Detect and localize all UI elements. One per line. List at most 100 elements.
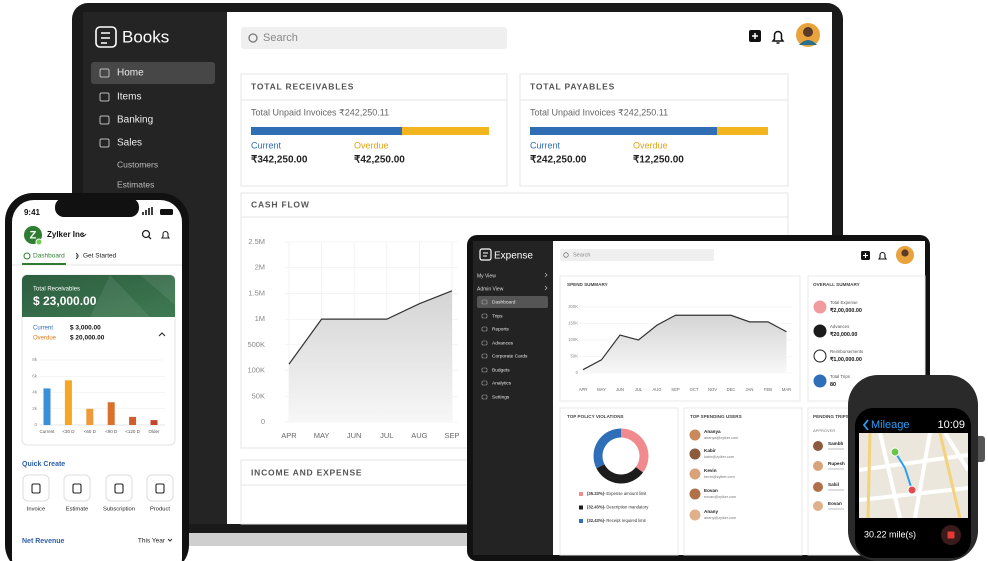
summary-label: Total Expense bbox=[830, 300, 858, 305]
watch-time: 10:09 bbox=[937, 419, 965, 431]
tab[interactable]: Get Started bbox=[83, 253, 117, 260]
org-chevron[interactable] bbox=[81, 233, 87, 237]
view-item[interactable]: Admin View bbox=[477, 286, 504, 292]
approver-avatar bbox=[813, 501, 823, 511]
bar bbox=[150, 420, 158, 425]
x-tick-label: SEP bbox=[444, 431, 459, 440]
quick-icon bbox=[155, 483, 165, 494]
y-tick-label: 1.5M bbox=[248, 288, 265, 297]
bar bbox=[129, 416, 137, 425]
unpaid-total: Total Unpaid Invoices ₹242,250.11 bbox=[530, 107, 668, 117]
tab[interactable]: Dashboard bbox=[33, 253, 65, 260]
user-email: ananya@zylker.com bbox=[704, 436, 738, 440]
collapse-chevron[interactable] bbox=[158, 332, 166, 337]
period-chevron[interactable] bbox=[167, 538, 173, 542]
area-fill bbox=[289, 290, 452, 422]
nav-icon bbox=[481, 367, 488, 373]
summary-value: ₹1,00,000.00 bbox=[830, 357, 862, 363]
nav-item[interactable]: Settings bbox=[492, 394, 510, 400]
y-tick-label: 50K bbox=[252, 391, 265, 400]
expense-logo-mark bbox=[483, 252, 488, 257]
user-name: Ananya bbox=[704, 429, 721, 434]
phone: 9:41 Z Zylker Inc Dashboard Get Started Total… bbox=[5, 193, 189, 561]
approver-name: Sambh bbox=[828, 441, 844, 446]
avatar-body bbox=[799, 40, 817, 45]
x-tick-label: <60 D bbox=[84, 429, 97, 434]
nav-item[interactable]: Banking bbox=[117, 115, 153, 126]
summary-icon bbox=[813, 374, 827, 388]
user-email: anany@zylker.com bbox=[704, 516, 736, 520]
summary-icon bbox=[813, 324, 827, 338]
legend-swatch bbox=[579, 519, 583, 523]
bell-icon[interactable] bbox=[877, 251, 888, 260]
watch: Mileage 10:09 30.22 mile(s) bbox=[848, 375, 985, 561]
nav-item[interactable]: Corporate Cards bbox=[492, 353, 528, 359]
nav-item[interactable]: Estimates bbox=[117, 179, 154, 189]
approver-avatar bbox=[813, 461, 823, 471]
legend-name: Receipt required limit bbox=[606, 518, 646, 523]
nav-item[interactable]: Reports bbox=[492, 326, 509, 332]
nav-item[interactable]: Home bbox=[117, 68, 144, 79]
quick-label[interactable]: Product bbox=[150, 507, 170, 513]
nav-active-bg[interactable] bbox=[91, 62, 215, 84]
search-icon[interactable] bbox=[141, 229, 151, 239]
x-tick-label: DEC bbox=[727, 387, 736, 392]
expense-logo bbox=[479, 248, 492, 261]
x-tick-label: MAY bbox=[314, 431, 330, 440]
search-box[interactable] bbox=[560, 249, 714, 261]
quick-label[interactable]: Invoice bbox=[27, 507, 45, 513]
y-tick-label: 200K bbox=[568, 304, 578, 309]
x-tick-label: AUG bbox=[411, 431, 427, 440]
signal-icon bbox=[142, 207, 153, 215]
tablet-sidebar bbox=[473, 241, 553, 555]
card-title: TOTAL PAYABLES bbox=[530, 81, 615, 91]
card-title: INCOME AND EXPENSE bbox=[251, 467, 362, 477]
section-label: APPROVER bbox=[813, 428, 835, 433]
summary-label: Total Trips bbox=[830, 374, 851, 379]
nav-active-bg[interactable] bbox=[477, 296, 548, 308]
quick-icon bbox=[72, 483, 82, 494]
search-box[interactable] bbox=[241, 27, 507, 49]
nav-item[interactable]: Customers bbox=[117, 159, 158, 169]
nav-item[interactable]: Items bbox=[117, 92, 141, 103]
nav-item[interactable]: Dashboard bbox=[492, 299, 516, 305]
overdue-bar bbox=[402, 127, 489, 135]
period-select[interactable]: This Year bbox=[138, 538, 166, 545]
y-tick-label: 50K bbox=[571, 354, 579, 359]
search-icon bbox=[563, 252, 569, 258]
view-item[interactable]: My View bbox=[477, 273, 496, 279]
x-tick-label: OCT bbox=[690, 387, 699, 392]
quick-tile[interactable] bbox=[63, 474, 91, 502]
nav-item[interactable]: Sales bbox=[117, 138, 142, 149]
bell-icon[interactable] bbox=[771, 30, 785, 44]
summary-label: Reimbursements bbox=[830, 349, 864, 354]
nav-item[interactable]: Trips bbox=[492, 313, 503, 319]
quick-label[interactable]: Estimate bbox=[66, 507, 89, 513]
nav-item[interactable]: Budgets bbox=[492, 367, 510, 373]
legend-item: (35.33%)-Expense amount limit bbox=[587, 491, 647, 496]
back-arrow[interactable] bbox=[862, 419, 869, 431]
overdue-amount: $ 20,000.00 bbox=[70, 335, 105, 342]
summary-icon bbox=[813, 300, 827, 314]
nav-item[interactable]: Advances bbox=[492, 340, 514, 346]
legend-name: Description mandatory bbox=[606, 505, 649, 510]
y-tick-label: 100K bbox=[568, 337, 578, 342]
quick-tile[interactable] bbox=[105, 474, 133, 502]
quick-tile[interactable] bbox=[22, 474, 50, 502]
banner-pattern bbox=[90, 275, 175, 317]
quick-label[interactable]: Subscription bbox=[103, 507, 135, 513]
avatar-face bbox=[803, 27, 813, 37]
dashboard-icon bbox=[23, 252, 31, 260]
org-name[interactable]: Zylker Inc bbox=[47, 230, 85, 239]
unpaid-total: Total Unpaid Invoices ₹242,250.11 bbox=[251, 107, 389, 117]
user-avatar bbox=[689, 488, 701, 500]
nav-icon bbox=[99, 92, 110, 102]
quick-tile[interactable] bbox=[146, 474, 174, 502]
notch bbox=[55, 200, 139, 217]
org-logo-letter: Z bbox=[30, 229, 37, 241]
nav-item[interactable]: Analytics bbox=[492, 380, 512, 386]
bar bbox=[64, 380, 72, 425]
x-tick-label: AUG bbox=[652, 387, 661, 392]
bar bbox=[43, 388, 51, 425]
bell-icon[interactable] bbox=[160, 230, 171, 239]
